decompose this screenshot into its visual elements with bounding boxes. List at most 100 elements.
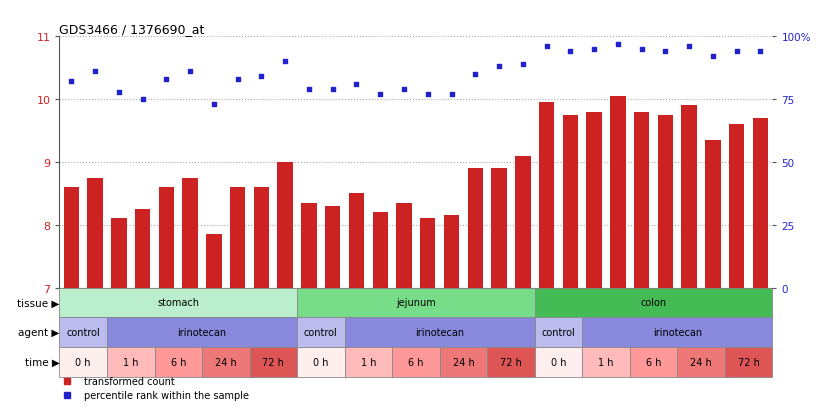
Point (231, 76, 244, 83)
Bar (677, 347, 724, 377)
Text: 6 h: 6 h (170, 357, 186, 367)
Text: tissue ▶: tissue ▶ (17, 298, 59, 308)
Bar (634, 112, 649, 288)
Text: 24 h: 24 h (691, 357, 712, 367)
Text: control: control (542, 328, 576, 337)
Text: 1 h: 1 h (598, 357, 614, 367)
Bar (59, 347, 107, 377)
Point (754, 49, 767, 55)
Bar (491, 169, 507, 288)
Point (635, 46, 648, 53)
Bar (202, 347, 249, 377)
Text: irinotecan: irinotecan (653, 328, 702, 337)
Point (302, 86, 316, 93)
Bar (88, 178, 102, 288)
Point (563, 49, 577, 55)
Bar (724, 347, 772, 377)
Bar (534, 318, 582, 347)
Text: 72 h: 72 h (263, 357, 284, 367)
Point (350, 81, 363, 88)
Bar (59, 318, 107, 347)
Bar (582, 347, 629, 377)
Point (278, 59, 292, 66)
Point (445, 92, 458, 98)
Bar (301, 203, 316, 288)
Bar (107, 318, 297, 347)
Text: 6 h: 6 h (646, 357, 662, 367)
Bar (230, 188, 245, 288)
Bar (159, 188, 174, 288)
Bar (534, 347, 582, 377)
Text: time ▶: time ▶ (25, 357, 59, 367)
Bar (349, 194, 364, 288)
Point (611, 41, 624, 48)
Text: 72 h: 72 h (500, 357, 522, 367)
Bar (539, 103, 554, 288)
Bar (59, 288, 297, 318)
Bar (729, 125, 744, 288)
Point (159, 76, 173, 83)
Point (88, 69, 102, 76)
Text: percentile rank within the sample: percentile rank within the sample (84, 390, 249, 401)
Bar (396, 203, 411, 288)
Text: control: control (66, 328, 100, 337)
Point (136, 97, 150, 103)
Text: jejunum: jejunum (396, 298, 436, 308)
Text: control: control (304, 328, 338, 337)
Bar (373, 213, 388, 288)
Point (492, 64, 506, 71)
Bar (206, 235, 221, 288)
Bar (254, 188, 269, 288)
Point (64, 79, 78, 85)
Bar (154, 347, 202, 377)
Bar (629, 347, 677, 377)
Text: irinotecan: irinotecan (415, 328, 464, 337)
Bar (420, 219, 435, 288)
Text: irinotecan: irinotecan (178, 328, 226, 337)
Point (682, 44, 695, 50)
Bar (657, 116, 673, 288)
Bar (344, 347, 392, 377)
Point (207, 102, 221, 108)
Bar (392, 347, 439, 377)
Bar (325, 206, 340, 288)
Bar (297, 347, 344, 377)
Bar (515, 156, 530, 288)
Text: 1 h: 1 h (123, 357, 139, 367)
Bar (468, 169, 483, 288)
Bar (563, 116, 578, 288)
Bar (586, 112, 602, 288)
Bar (112, 219, 126, 288)
Point (421, 92, 434, 98)
Text: 0 h: 0 h (75, 357, 91, 367)
Bar (278, 162, 293, 288)
Bar (107, 347, 154, 377)
Bar (344, 318, 534, 347)
Bar (297, 318, 344, 347)
Text: 24 h: 24 h (453, 357, 474, 367)
Point (183, 69, 197, 76)
Point (587, 46, 601, 53)
Point (373, 92, 387, 98)
Text: stomach: stomach (157, 298, 199, 308)
Bar (444, 216, 459, 288)
Point (540, 44, 553, 50)
Bar (183, 178, 198, 288)
Bar (487, 347, 534, 377)
Bar (534, 288, 772, 318)
Text: 1 h: 1 h (361, 357, 376, 367)
Bar (135, 209, 150, 288)
Bar (249, 347, 297, 377)
Point (397, 86, 411, 93)
Bar (752, 119, 768, 288)
Point (326, 86, 339, 93)
Point (255, 74, 268, 81)
Text: 72 h: 72 h (738, 357, 759, 367)
Bar (681, 106, 697, 288)
Text: 0 h: 0 h (551, 357, 566, 367)
Point (730, 49, 743, 55)
Bar (297, 288, 534, 318)
Text: transformed count: transformed count (84, 376, 175, 386)
Point (112, 89, 126, 96)
Text: GDS3466 / 1376690_at: GDS3466 / 1376690_at (59, 23, 205, 36)
